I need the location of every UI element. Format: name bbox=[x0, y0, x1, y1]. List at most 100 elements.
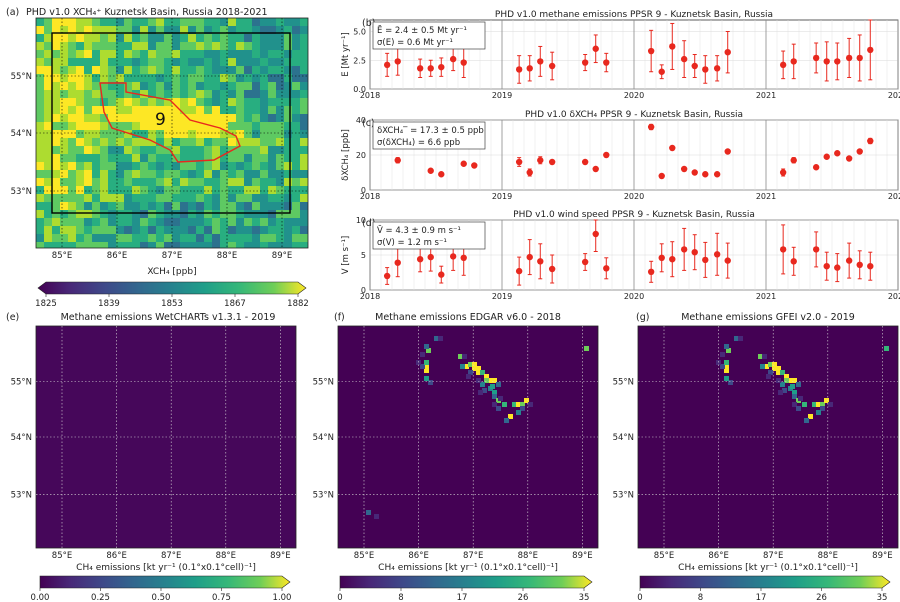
panel-g: (g) Methane emissions GFEI v2.0 - 2019 8… bbox=[613, 312, 899, 602]
data-point bbox=[724, 257, 731, 264]
stats-line: δXCH₄‾ = 17.3 ± 0.5 ppb bbox=[377, 126, 484, 136]
emissions-timeseries: 2018 2019 2020 2021 2022 0.0 2.5 5.0E [Mt yr⁻¹]… bbox=[341, 10, 900, 100]
data-point bbox=[603, 151, 610, 159]
map-a-lat-ticks: 55°N 54°N 53°N bbox=[11, 72, 32, 197]
lat-tick: 54°N bbox=[313, 433, 334, 443]
cbar-a-label: XCH₄ [ppb] bbox=[147, 267, 196, 277]
lat-tick: 53°N bbox=[11, 187, 32, 197]
lat-tick: 55°N bbox=[11, 378, 32, 388]
panel-g-title: Methane emissions GFEI v2.0 - 2019 bbox=[681, 312, 855, 323]
stats-line: σ(E) = 0.6 Mt yr⁻¹ bbox=[377, 38, 453, 48]
data-point bbox=[856, 261, 863, 268]
data-point bbox=[834, 150, 841, 157]
data-point bbox=[537, 157, 544, 164]
cbar-e-ticks: 0.00 0.25 0.50 0.75 1.00 bbox=[31, 588, 291, 602]
cbar-tick: 26 bbox=[518, 593, 529, 602]
y-tick-label: 10 bbox=[356, 216, 366, 225]
lon-tick: 85°E bbox=[354, 551, 374, 561]
ppsr-outline bbox=[99, 82, 241, 163]
data-point bbox=[548, 158, 556, 166]
data-point bbox=[845, 155, 853, 162]
data-point bbox=[812, 164, 820, 171]
panel-f-letter: (f) bbox=[334, 312, 345, 323]
data-point bbox=[669, 43, 676, 50]
data-point bbox=[526, 65, 533, 72]
data-point bbox=[658, 254, 665, 261]
data-point bbox=[416, 256, 424, 263]
data-point bbox=[471, 162, 478, 169]
data-point bbox=[581, 158, 589, 166]
lat-tick: 53°N bbox=[313, 491, 334, 501]
cbar-tick: 17 bbox=[756, 593, 767, 602]
x-tick-label: 2019 bbox=[492, 192, 512, 201]
cbar-tick: 26 bbox=[816, 593, 827, 602]
cbar-tick: 1853 bbox=[161, 299, 183, 309]
lon-tick: 88°E bbox=[518, 551, 538, 561]
data-point bbox=[834, 58, 841, 65]
data-point bbox=[823, 58, 830, 65]
data-point bbox=[691, 249, 698, 256]
data-point bbox=[592, 45, 599, 52]
lon-tick: 87°E bbox=[162, 251, 182, 261]
gfei-cells bbox=[716, 336, 889, 423]
data-point bbox=[460, 160, 467, 167]
lat-tick: 54°N bbox=[11, 129, 32, 139]
data-point bbox=[779, 246, 787, 253]
lat-tick: 55°N bbox=[613, 378, 634, 388]
data-point bbox=[383, 272, 391, 280]
data-point bbox=[394, 157, 401, 164]
data-point bbox=[702, 171, 709, 178]
data-point bbox=[812, 246, 820, 253]
x-tick-label: 2018 bbox=[360, 192, 380, 201]
cbar-tick: 8 bbox=[698, 593, 703, 602]
data-point bbox=[658, 172, 665, 180]
data-point bbox=[515, 66, 523, 73]
lon-tick: 85°E bbox=[52, 551, 72, 561]
windspeed-timeseries: 2018 2019 2020 2021 2022 0 5 10 V [m s⁻¹] PHD v1.… bbox=[341, 210, 900, 301]
data-point bbox=[669, 256, 676, 263]
data-point bbox=[647, 268, 655, 275]
data-point bbox=[394, 58, 401, 65]
y-axis-label: V [m s⁻¹] bbox=[341, 236, 351, 274]
y-tick-label: 20 bbox=[356, 151, 366, 160]
data-point bbox=[592, 165, 599, 173]
chart-title: PHD v1.0 δXCH₄ PPSR 9 - Kuznetsk Basin, … bbox=[525, 110, 743, 120]
data-point bbox=[691, 62, 698, 70]
lon-tick: 86°E bbox=[408, 551, 428, 561]
lon-tick: 85°E bbox=[52, 251, 72, 261]
cbar-tick: 0 bbox=[337, 593, 342, 602]
data-point bbox=[867, 137, 874, 145]
data-point bbox=[812, 54, 820, 62]
map-f-grid: 85°E 86°E 87°E 88°E 89°E 55°N 54°N 53°N bbox=[313, 326, 598, 561]
x-tick-label: 2019 bbox=[492, 292, 512, 301]
cbar-tick: 0.00 bbox=[31, 593, 50, 602]
stats-line: σ(V) = 1.2 m s⁻¹ bbox=[377, 238, 447, 248]
cbar-a bbox=[37, 281, 307, 295]
y-tick-label: 0 bbox=[361, 286, 366, 295]
panel-a-letter: (a) bbox=[6, 7, 19, 18]
cbar-tick: 1882 bbox=[287, 299, 309, 309]
lon-tick: 87°E bbox=[463, 551, 483, 561]
lon-tick: 85°E bbox=[654, 551, 674, 561]
data-point bbox=[779, 61, 787, 69]
cbar-tick: 0.25 bbox=[91, 593, 110, 602]
ppsr-number: 9 bbox=[155, 110, 166, 130]
x-tick-label: 2021 bbox=[756, 91, 776, 100]
data-point bbox=[592, 230, 599, 238]
data-point bbox=[647, 123, 655, 131]
data-point bbox=[515, 158, 523, 166]
data-point bbox=[823, 153, 830, 160]
stats-box bbox=[372, 221, 486, 250]
data-point bbox=[438, 171, 445, 178]
x-tick-label: 2022 bbox=[888, 192, 900, 201]
data-point bbox=[691, 169, 698, 176]
cbar-a-ticks: 1825 1839 1853 1867 1882 bbox=[35, 294, 309, 309]
panel-a-title: PHD v1.0 XCH₄⁺ Kuznetsk Basin, Russia 20… bbox=[26, 7, 268, 18]
lon-tick: 89°E bbox=[572, 551, 592, 561]
data-point bbox=[713, 65, 721, 72]
data-point bbox=[427, 65, 434, 72]
cbar-g-ticks: 0 8 17 26 35 bbox=[637, 588, 887, 602]
data-point bbox=[845, 257, 853, 264]
stats-line: Ē = 2.4 ± 0.5 Mt yr⁻¹ bbox=[377, 25, 467, 36]
x-tick-label: 2020 bbox=[624, 292, 644, 301]
